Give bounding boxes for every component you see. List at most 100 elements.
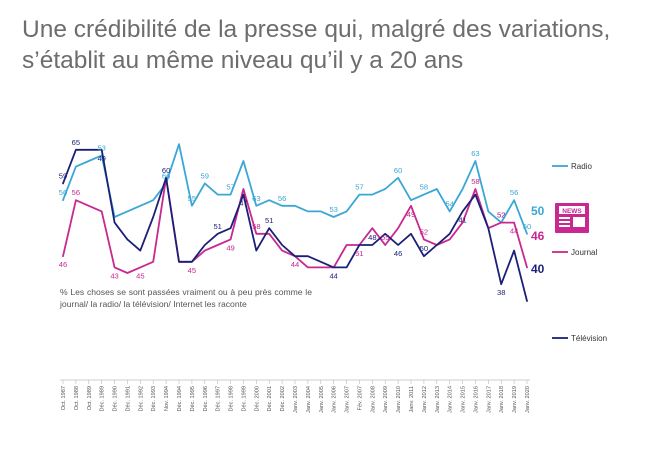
x-tick-label: Janv. 2017	[486, 386, 492, 413]
data-label-radio: 56	[510, 188, 518, 197]
data-label-television: 47	[239, 199, 247, 208]
x-tick-label: Déc. 2000	[254, 386, 260, 412]
newspaper-icon-label: NEWS	[562, 208, 582, 215]
x-tick-label: Janv. 2005	[319, 386, 325, 413]
x-tick-label: Déc. 1998	[229, 386, 235, 412]
x-tick-label: Déc. 1992	[138, 386, 144, 412]
data-label-television: 49	[97, 154, 105, 163]
x-tick-label: Janv. 2006	[332, 386, 338, 413]
x-tick-label: Janv. 2011	[409, 386, 415, 413]
x-tick-label: Janv. 2019	[512, 386, 518, 413]
series-line-television	[62, 148, 528, 302]
legend-label-television: Télévision	[571, 334, 607, 343]
x-tick-label: Déc. 1993	[151, 386, 157, 412]
data-label-radio: 56	[278, 194, 286, 203]
x-axis: Oct. 1987 Oct. 1988 Oct. 1989 Déc. 1989 Déc.…	[60, 379, 531, 413]
title-line-2: s’établit au même niveau qu’il y a 20 an…	[22, 47, 464, 74]
end-label-radio: 50	[531, 204, 545, 218]
data-label-journal: 58	[471, 177, 479, 186]
data-label-journal: 46	[59, 260, 67, 269]
series-lines	[62, 143, 528, 302]
data-label-radio: 63	[471, 149, 479, 158]
x-tick-label: Déc. 1990	[113, 386, 119, 412]
x-tick-label: Déc. 1989	[100, 386, 106, 412]
x-tick-label: Janv. 2008	[370, 386, 376, 413]
data-label-television: 48	[368, 233, 376, 242]
legend: Radio Journal Télévision	[552, 162, 607, 343]
legend-label-journal: Journal	[571, 248, 597, 257]
x-tick-label: Janv. 2009	[383, 386, 389, 413]
data-label-radio: 57	[355, 183, 363, 192]
x-tick-label: Janv. 2015	[461, 386, 467, 413]
data-label-radio: 63	[252, 194, 260, 203]
data-label-radio: 56	[59, 188, 67, 197]
x-tick-label: Janv. 2014	[448, 386, 454, 413]
data-label-journal: 52	[497, 211, 505, 220]
x-tick-label: Déc. 1996	[203, 386, 209, 412]
data-labels: 56 53 66 55 59 57 63 56 53 57 60 58 54 63 52 56 50 46 56 43…	[59, 138, 531, 297]
data-label-radio: 59	[201, 171, 209, 180]
series-line-radio	[62, 143, 528, 235]
data-label-television: 41	[458, 215, 466, 224]
data-label-television: 38	[497, 288, 505, 297]
data-label-television: 65	[72, 138, 80, 147]
x-tick-label: Fév. 2007	[357, 386, 363, 410]
data-label-television: 51	[265, 216, 273, 225]
x-tick-label: Déc. 1991	[125, 386, 131, 412]
data-label-journal: 55	[381, 233, 389, 242]
x-tick-label: Janv. 2007	[345, 386, 351, 413]
x-tick-label: Janv. 2003	[293, 386, 299, 413]
data-label-radio: 60	[394, 166, 402, 175]
data-label-journal: 49	[226, 243, 234, 252]
data-label-radio: 53	[329, 205, 337, 214]
x-tick-label: Janv. 2012	[422, 386, 428, 413]
x-tick-label: Oct. 1987	[61, 386, 67, 410]
data-label-journal: 45	[136, 271, 144, 280]
data-label-journal: 56	[72, 188, 80, 197]
x-tick-label: Oct. 1988	[74, 386, 80, 410]
x-tick-label: Oct. 1989	[87, 386, 93, 410]
x-tick-label: Déc. 1994	[177, 386, 183, 412]
data-label-television: 50	[420, 244, 428, 253]
x-tick-label: Nov. 1994	[164, 386, 170, 411]
x-tick-label: Janv. 2010	[396, 386, 402, 413]
data-label-journal: 45	[188, 266, 196, 275]
data-label-journal: 58	[252, 222, 260, 231]
x-tick-label: Janv. 2013	[435, 386, 441, 413]
x-tick-label: Déc. 1997	[216, 386, 222, 412]
data-label-television: 51	[213, 222, 221, 231]
data-label-radio: 55	[188, 194, 196, 203]
x-tick-label: Déc. 1999	[241, 386, 247, 412]
data-label-radio: 58	[420, 183, 428, 192]
data-label-journal: 44	[510, 227, 518, 236]
data-label-journal: 51	[355, 249, 363, 258]
data-label-radio: 57	[226, 183, 234, 192]
data-label-radio: 50	[523, 222, 531, 231]
x-tick-label: Déc. 2001	[267, 386, 273, 412]
data-label-journal: 49	[407, 210, 415, 219]
data-label-radio: 53	[97, 143, 105, 152]
end-label-journal: 46	[531, 229, 545, 243]
end-value-labels: 50 46 40	[531, 204, 545, 276]
data-label-journal: 52	[420, 227, 428, 236]
data-label-television: 59	[59, 171, 67, 180]
title-line-1: Une crédibilité de la presse qui, malgré…	[22, 16, 611, 43]
chart-note: % Les choses se sont passées vraiment ou…	[60, 287, 312, 309]
newspaper-icon: NEWS	[555, 203, 589, 233]
data-label-radio: 54	[445, 199, 453, 208]
x-tick-label: Janv. 2018	[499, 386, 505, 413]
x-tick-label: Janv. 2016	[473, 386, 479, 413]
x-tick-label: Janv. 2004	[306, 386, 312, 413]
page-title: Une crédibilité de la presse qui, malgré…	[22, 14, 662, 76]
data-label-journal: 43	[110, 271, 118, 280]
end-label-television: 40	[531, 262, 545, 276]
data-label-television: 46	[394, 249, 402, 258]
x-tick-label: Déc. 2002	[280, 386, 286, 412]
data-label-radio: 66	[162, 171, 170, 180]
series-line-journal	[62, 176, 528, 274]
data-label-television: 44	[329, 271, 337, 280]
data-label-television: 60	[162, 166, 170, 175]
data-label-journal: 44	[291, 260, 299, 269]
legend-label-radio: Radio	[571, 162, 592, 171]
